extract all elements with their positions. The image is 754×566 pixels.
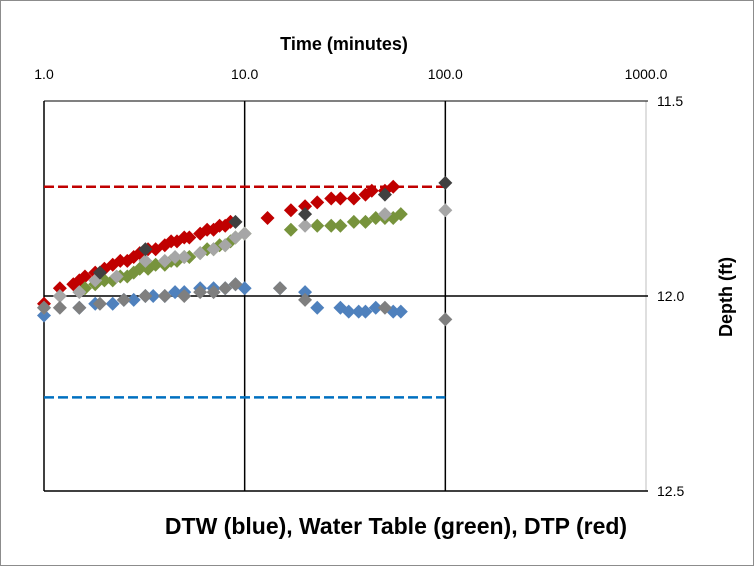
data-point xyxy=(218,238,233,253)
data-point xyxy=(298,207,313,222)
data-point xyxy=(377,187,392,202)
data-point xyxy=(177,289,192,303)
data-point xyxy=(138,242,153,257)
y-tick-label: 11.5 xyxy=(657,93,683,109)
x-tick-label: 100.0 xyxy=(428,66,463,82)
data-point xyxy=(92,265,107,280)
data-point xyxy=(228,214,243,229)
data-point xyxy=(52,281,67,296)
data-point xyxy=(206,285,221,300)
data-point xyxy=(138,289,153,303)
data-point xyxy=(168,250,183,264)
data-point xyxy=(273,281,288,296)
data-point xyxy=(182,230,197,245)
data-point xyxy=(333,191,348,206)
data-point xyxy=(438,203,453,218)
data-point xyxy=(298,285,313,300)
data-point xyxy=(393,207,408,222)
data-point xyxy=(72,285,87,300)
data-point xyxy=(52,289,67,303)
data-point xyxy=(386,179,401,194)
data-point xyxy=(237,226,252,241)
tick-labels-layer: 1.0 10.0 100.0 1000.0 11.5 12.0 12.5 xyxy=(34,66,684,499)
data-point xyxy=(298,218,313,233)
x-tick-label: 1000.0 xyxy=(625,66,668,82)
data-point xyxy=(92,296,107,311)
y-axis-title: Depth (ft) xyxy=(716,257,736,337)
data-point xyxy=(377,207,392,222)
data-point xyxy=(438,175,453,190)
data-point xyxy=(358,214,373,229)
data-point xyxy=(146,289,161,303)
data-point xyxy=(438,312,453,327)
data-point xyxy=(283,222,298,237)
data-point xyxy=(218,281,233,296)
data-point xyxy=(193,285,208,300)
data-point xyxy=(105,296,120,311)
data-point xyxy=(109,269,124,284)
data-point xyxy=(177,250,192,264)
data-point xyxy=(283,203,298,218)
data-point xyxy=(346,214,361,229)
data-point xyxy=(393,304,408,319)
data-point xyxy=(138,253,153,268)
data-point xyxy=(116,292,131,307)
data-point xyxy=(157,253,172,268)
reference-lines-layer xyxy=(44,185,446,399)
x-axis-title: Time (minutes) xyxy=(280,34,408,54)
data-point xyxy=(310,300,325,315)
data-point xyxy=(324,218,339,233)
data-point xyxy=(72,300,87,315)
data-point xyxy=(377,300,392,315)
data-point xyxy=(333,218,348,233)
data-point xyxy=(206,242,221,257)
data-point xyxy=(341,304,356,319)
y-tick-label: 12.5 xyxy=(657,483,684,499)
data-point xyxy=(310,218,325,233)
data-point xyxy=(310,195,325,210)
x-tick-label: 10.0 xyxy=(231,66,258,82)
data-point xyxy=(368,300,383,315)
data-point xyxy=(52,300,67,315)
data-point xyxy=(260,211,275,225)
data-points-layer xyxy=(37,175,453,327)
x-tick-label: 1.0 xyxy=(34,66,54,82)
data-point xyxy=(193,246,208,261)
data-point xyxy=(358,304,373,319)
data-point xyxy=(364,183,379,198)
data-point xyxy=(298,292,313,307)
data-point xyxy=(346,191,361,206)
data-point xyxy=(37,300,51,315)
data-point xyxy=(77,269,92,284)
data-point xyxy=(37,308,51,323)
data-point xyxy=(324,191,339,206)
data-point xyxy=(228,277,243,292)
chart-caption: DTW (blue), Water Table (green), DTP (re… xyxy=(165,513,627,539)
y-tick-label: 12.0 xyxy=(657,288,684,304)
data-point xyxy=(157,289,172,303)
data-point xyxy=(298,199,313,214)
data-point xyxy=(126,292,141,307)
